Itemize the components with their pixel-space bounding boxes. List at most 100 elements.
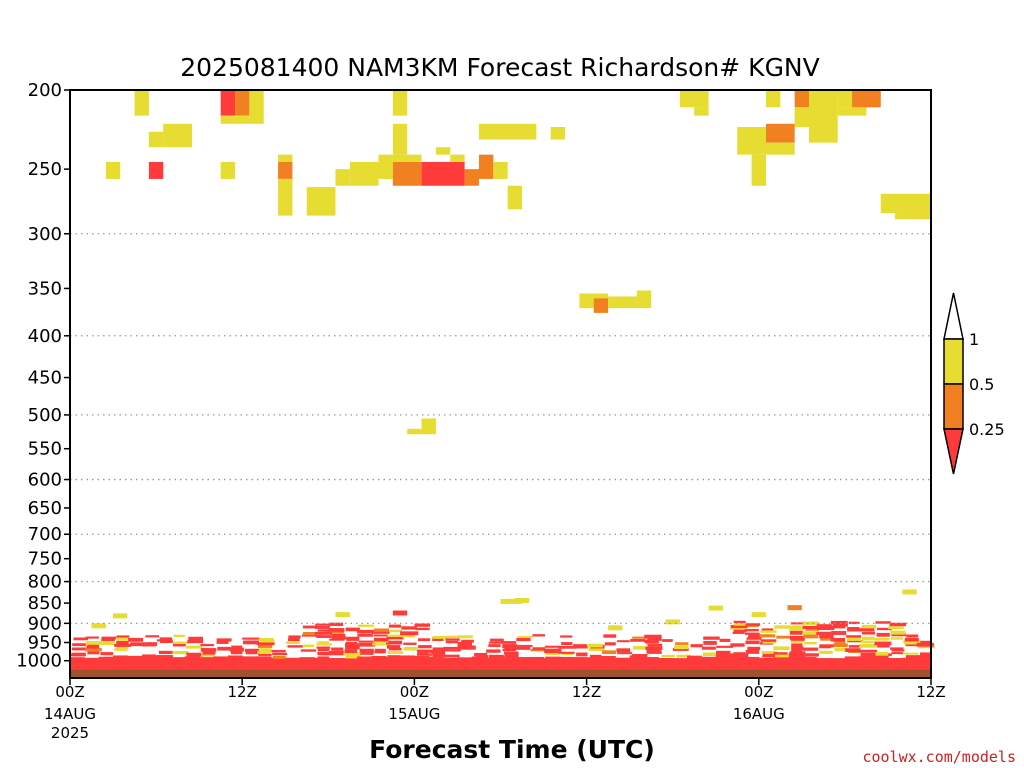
heatmap-cell [831,620,848,624]
heatmap-cell [400,655,415,670]
heatmap-cell [645,646,663,650]
x-tick-label: 00Z [744,683,773,701]
heatmap-cell [514,598,530,604]
heatmap-cell [188,636,203,641]
heatmap-cell [331,636,346,640]
heatmap-cell [478,123,523,140]
heatmap-cell [557,656,573,670]
heatmap-cell [801,656,817,670]
heatmap-cell [859,656,875,670]
heatmap-cell [471,656,487,670]
heatmap-cell [374,637,389,642]
heatmap-cell [242,637,260,640]
heatmap-cell [220,90,236,116]
heatmap-cell [845,648,861,653]
heatmap-cell [744,656,760,670]
heatmap-cell [831,631,847,635]
heatmap-cell [317,641,330,644]
heatmap-cell [545,656,561,660]
heatmap-cell [876,632,890,637]
y-tick-label: 850 [28,593,62,614]
heatmap-cell [636,290,652,309]
heatmap-cell [315,623,329,626]
y-tick-label: 350 [28,278,62,299]
heatmap-cell [876,654,889,659]
heatmap-cell [258,648,272,652]
heatmap-cell [745,623,761,626]
heatmap-cell [389,629,403,633]
y-tick-label: 1000 [16,651,62,672]
heatmap-cell [235,90,250,116]
heatmap-cell [359,648,374,652]
heatmap-cell [287,638,300,642]
heatmap-cell [909,193,931,220]
y-tick-label: 750 [28,549,62,570]
heatmap-cell [861,636,875,640]
heatmap-cell [774,625,791,629]
heatmap-cell [400,631,419,636]
heatmap-cell [675,642,689,645]
heatmap-cell [345,645,360,650]
heatmap-cell [458,647,476,650]
heatmap-cell [787,657,803,670]
heatmap-cell [200,648,217,652]
heatmap-cell [501,641,517,644]
heatmap-cell [316,635,332,638]
heatmap-cell [158,650,173,655]
heatmap-cell [445,638,460,641]
heatmap-cell [819,634,834,639]
heatmap-cell [746,637,762,640]
heatmap-cell [256,642,275,646]
heatmap-cell [306,187,336,216]
heatmap-cell [833,625,846,629]
heatmap-cell [101,636,117,640]
heatmap-cell [846,635,862,638]
heatmap-cell [789,625,806,629]
heatmap-cell [71,647,87,651]
heatmap-cell [272,655,286,659]
heatmap-cell [694,107,709,116]
heatmap-cell [747,646,761,651]
heatmap-cell [359,642,376,647]
heatmap-cell [417,638,431,642]
heatmap-cell [101,641,115,646]
heatmap-cell [302,634,317,637]
heatmap-cell [502,644,517,649]
heatmap-cell [751,154,766,186]
heatmap-cell [802,631,819,635]
heatmap-cell [515,646,531,650]
heatmap-cell [504,647,517,651]
heatmap-cell [760,630,777,633]
x-tick-label: 12Z [572,683,601,701]
heatmap-cell [345,641,358,646]
heatmap-cell [116,635,130,638]
heatmap-cell [732,631,745,634]
heatmap-cell [789,627,804,631]
heatmap-cell [389,624,402,628]
heatmap-cell [701,646,716,650]
heatmap-cell [773,657,788,670]
heatmap-cell [837,90,853,108]
heatmap-cell [488,654,504,659]
heatmap-cell [672,648,689,651]
y-tick-label: 300 [28,224,62,245]
heatmap-cell [762,653,777,657]
heatmap-cell [464,169,479,186]
heatmap-cell [372,643,390,646]
x-tick-label: 00Z [55,683,84,701]
heatmap-cell [860,640,874,644]
heatmap-cell [486,657,501,670]
heatmap-cell [445,640,459,644]
heatmap-cell [632,636,646,639]
heatmap-cell [86,645,100,649]
heatmap-cell [616,648,631,653]
heatmap-cell [920,640,932,644]
heatmap-cell [816,658,832,670]
heatmap-cell [101,638,115,642]
heatmap-cell [315,625,330,629]
heatmap-cell [776,635,792,639]
heatmap-cell [887,658,903,670]
heatmap-cell [761,628,774,631]
heatmap-cell [517,635,533,638]
